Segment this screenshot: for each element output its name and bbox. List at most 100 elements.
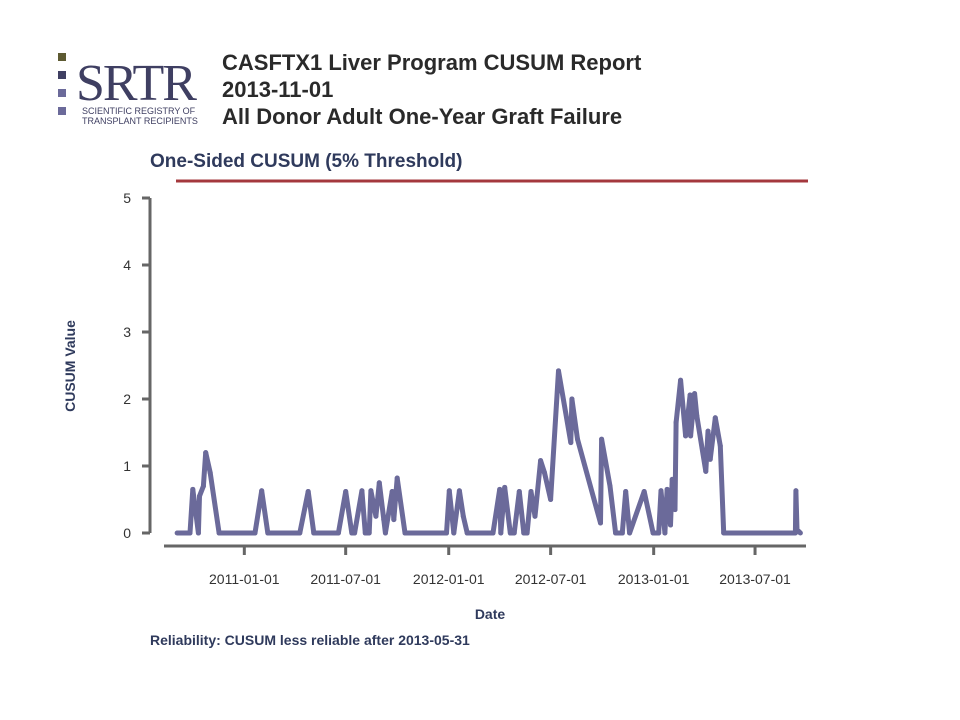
data-point: [703, 468, 709, 474]
data-point: [451, 530, 457, 536]
x-tick-label: 2011-01-01: [209, 571, 280, 587]
y-tick-label: 1: [123, 458, 131, 474]
data-point: [259, 488, 265, 494]
report-measure: All Donor Adult One-Year Graft Failure: [222, 104, 623, 129]
reliability-note: Reliability: CUSUM less reliable after 2…: [150, 632, 470, 648]
data-point: [575, 436, 581, 442]
data-point: [362, 530, 368, 536]
data-point: [425, 530, 431, 536]
data-point: [311, 530, 317, 536]
data-point: [667, 522, 673, 528]
data-point: [707, 456, 713, 462]
data-point: [252, 530, 258, 536]
data-point: [688, 433, 694, 439]
data-point: [717, 443, 723, 449]
data-point: [483, 530, 489, 536]
x-tick-label: 2012-07-01: [515, 571, 587, 587]
data-point: [366, 530, 372, 536]
data-point: [780, 530, 786, 536]
data-point: [391, 517, 397, 523]
data-point: [232, 530, 238, 536]
data-point: [443, 530, 449, 536]
x-axis-label: Date: [475, 606, 506, 622]
data-point: [662, 530, 668, 536]
data-point: [376, 480, 382, 486]
data-point: [794, 527, 800, 533]
y-tick-label: 3: [123, 324, 131, 340]
data-point: [381, 517, 387, 523]
data-point: [174, 530, 180, 536]
data-point: [548, 497, 554, 502]
data-point: [623, 488, 629, 494]
data-point: [394, 475, 400, 481]
data-point: [464, 530, 470, 536]
data-point: [664, 486, 670, 492]
data-point: [343, 488, 349, 494]
data-point: [797, 530, 803, 536]
data-point: [627, 530, 633, 536]
data-point: [692, 391, 698, 397]
x-tick-label: 2011-07-01: [310, 571, 381, 587]
y-tick-label: 0: [123, 525, 131, 541]
data-point: [694, 413, 700, 419]
data-point: [569, 396, 575, 402]
data-point: [200, 483, 206, 489]
data-point: [335, 530, 341, 536]
x-tick-label: 2013-01-01: [618, 571, 690, 587]
data-point: [607, 483, 613, 489]
data-point: [297, 530, 303, 536]
srtr-logo: SRTR SCIENTIFIC REGISTRY OF TRANSPLANT R…: [58, 53, 199, 126]
data-point: [747, 530, 753, 536]
y-axis-label: CUSUM Value: [62, 320, 78, 412]
cusum-points: [174, 368, 803, 536]
data-point: [490, 530, 496, 536]
data-point: [532, 513, 538, 519]
data-point: [190, 486, 196, 492]
data-point: [216, 530, 222, 536]
logo-subtitle-1: SCIENTIFIC REGISTRY OF: [82, 106, 196, 116]
logo-wordmark: SRTR: [76, 55, 197, 112]
data-point: [727, 530, 733, 536]
data-point: [359, 488, 365, 494]
data-point: [712, 415, 718, 421]
data-point: [672, 507, 678, 513]
data-point: [507, 530, 513, 536]
data-point: [382, 530, 388, 536]
data-point: [721, 530, 727, 536]
data-point: [705, 428, 711, 434]
data-point: [389, 488, 395, 494]
data-point: [678, 377, 684, 383]
data-point: [793, 488, 799, 494]
data-point: [195, 530, 201, 536]
y-tick-label: 4: [123, 257, 131, 273]
data-point: [207, 470, 213, 476]
data-point: [456, 488, 462, 494]
data-point: [669, 476, 675, 482]
data-point: [541, 470, 547, 476]
data-point: [597, 520, 603, 526]
data-point: [683, 433, 689, 439]
x-tick-label: 2012-01-01: [413, 571, 485, 587]
data-point: [656, 530, 662, 536]
data-point: [197, 493, 203, 499]
data-point: [524, 530, 530, 536]
data-point: [402, 530, 408, 536]
data-point: [516, 488, 522, 494]
x-tick-label: 2013-07-01: [719, 571, 791, 587]
report-date: 2013-11-01: [222, 77, 334, 102]
cusum-series-line: [177, 368, 803, 536]
data-point: [658, 488, 664, 494]
data-point: [497, 486, 503, 492]
data-point: [498, 530, 504, 536]
x-axis: 2011-01-01 2011-07-01 2012-01-01 2012-07-01…: [164, 544, 806, 587]
data-point: [641, 488, 647, 494]
data-point: [305, 488, 311, 494]
data-point: [446, 488, 452, 494]
data-point: [760, 530, 766, 536]
chart-title: One-Sided CUSUM (5% Threshold): [150, 151, 462, 172]
data-point: [568, 440, 574, 446]
y-tick-label: 5: [123, 190, 131, 206]
report-title: CASFTX1 Liver Program CUSUM Report: [222, 50, 642, 75]
data-point: [555, 368, 561, 374]
